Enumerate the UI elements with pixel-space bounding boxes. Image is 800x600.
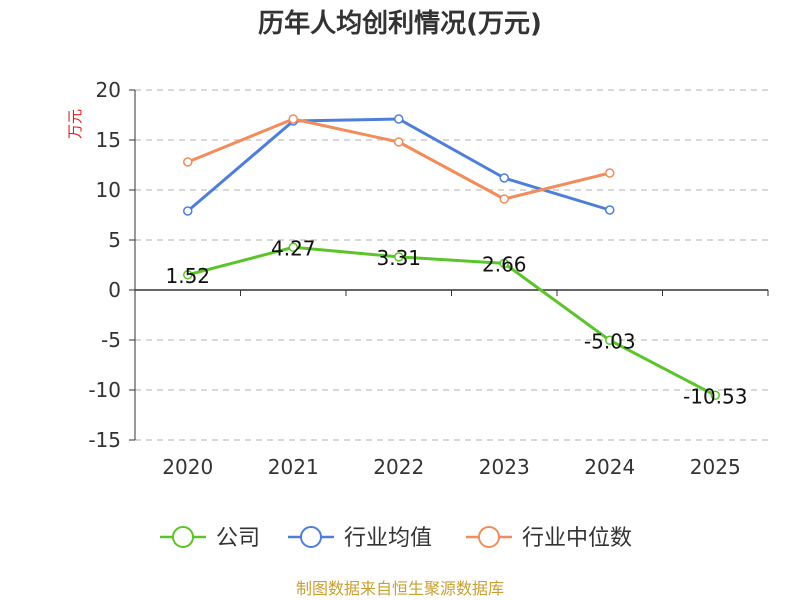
legend-label: 行业均值: [344, 526, 432, 551]
data-label: 1.52: [165, 264, 210, 288]
data-point: [605, 168, 615, 178]
data-point: [183, 270, 193, 280]
y-tick-label: -15: [88, 428, 121, 452]
data-label: -5.03: [584, 329, 636, 353]
y-tick-label: 20: [96, 78, 121, 102]
data-point: [394, 137, 404, 147]
y-tick-labels: 20 15 10 5 0 -5 -10 -15: [88, 78, 121, 452]
legend-marker: [300, 526, 322, 548]
chart-title: 历年人均创利情况(万元): [258, 8, 542, 39]
x-tick-label: 2024: [584, 455, 635, 479]
data-label: 2.66: [482, 252, 527, 276]
data-point: [499, 173, 509, 183]
legend-label: 行业中位数: [522, 526, 632, 551]
series-line: [186, 117, 611, 213]
legend: 公司 行业均值 行业中位数: [160, 526, 632, 551]
y-tick-label: 10: [96, 178, 121, 202]
data-point: [394, 252, 404, 262]
data-labels: 1.52 4.27 3.31 2.66 -5.03 -10.53: [165, 236, 747, 408]
y-tick-label: 15: [96, 128, 121, 152]
source-note: 制图数据来自恒生聚源数据库: [296, 579, 504, 598]
series-layer: [183, 114, 720, 401]
y-tick-label: 5: [108, 228, 121, 252]
data-point: [183, 157, 193, 167]
data-point: [710, 390, 720, 401]
data-point: [605, 205, 615, 215]
data-point: [499, 258, 509, 269]
x-tick-labels: 2020 2021 2022 2023 2024 2025: [162, 455, 740, 479]
data-point: [288, 242, 298, 253]
series-line: [187, 117, 611, 201]
x-tick-label: 2021: [268, 455, 319, 479]
axes: [129, 89, 769, 441]
data-point: [605, 335, 615, 346]
x-tick-label: 2023: [479, 455, 530, 479]
data-label: 3.31: [376, 246, 421, 270]
x-tick-label: 2020: [162, 455, 213, 479]
data-point: [394, 114, 404, 124]
legend-label: 公司: [216, 526, 260, 551]
data-point: [183, 206, 193, 216]
legend-marker: [478, 526, 500, 548]
y-tick-label: 0: [108, 278, 121, 302]
data-point: [499, 194, 509, 204]
series-line: [187, 245, 716, 397]
legend-marker: [172, 526, 194, 548]
y-tick-label: -10: [88, 378, 121, 402]
data-label: -10.53: [683, 384, 747, 408]
data-label: 4.27: [271, 236, 316, 260]
x-tick-label: 2025: [690, 455, 741, 479]
data-point: [288, 114, 298, 124]
x-tick-label: 2022: [373, 455, 424, 479]
y-tick-label: -5: [101, 328, 121, 352]
y-axis-label: 万元: [66, 109, 84, 139]
